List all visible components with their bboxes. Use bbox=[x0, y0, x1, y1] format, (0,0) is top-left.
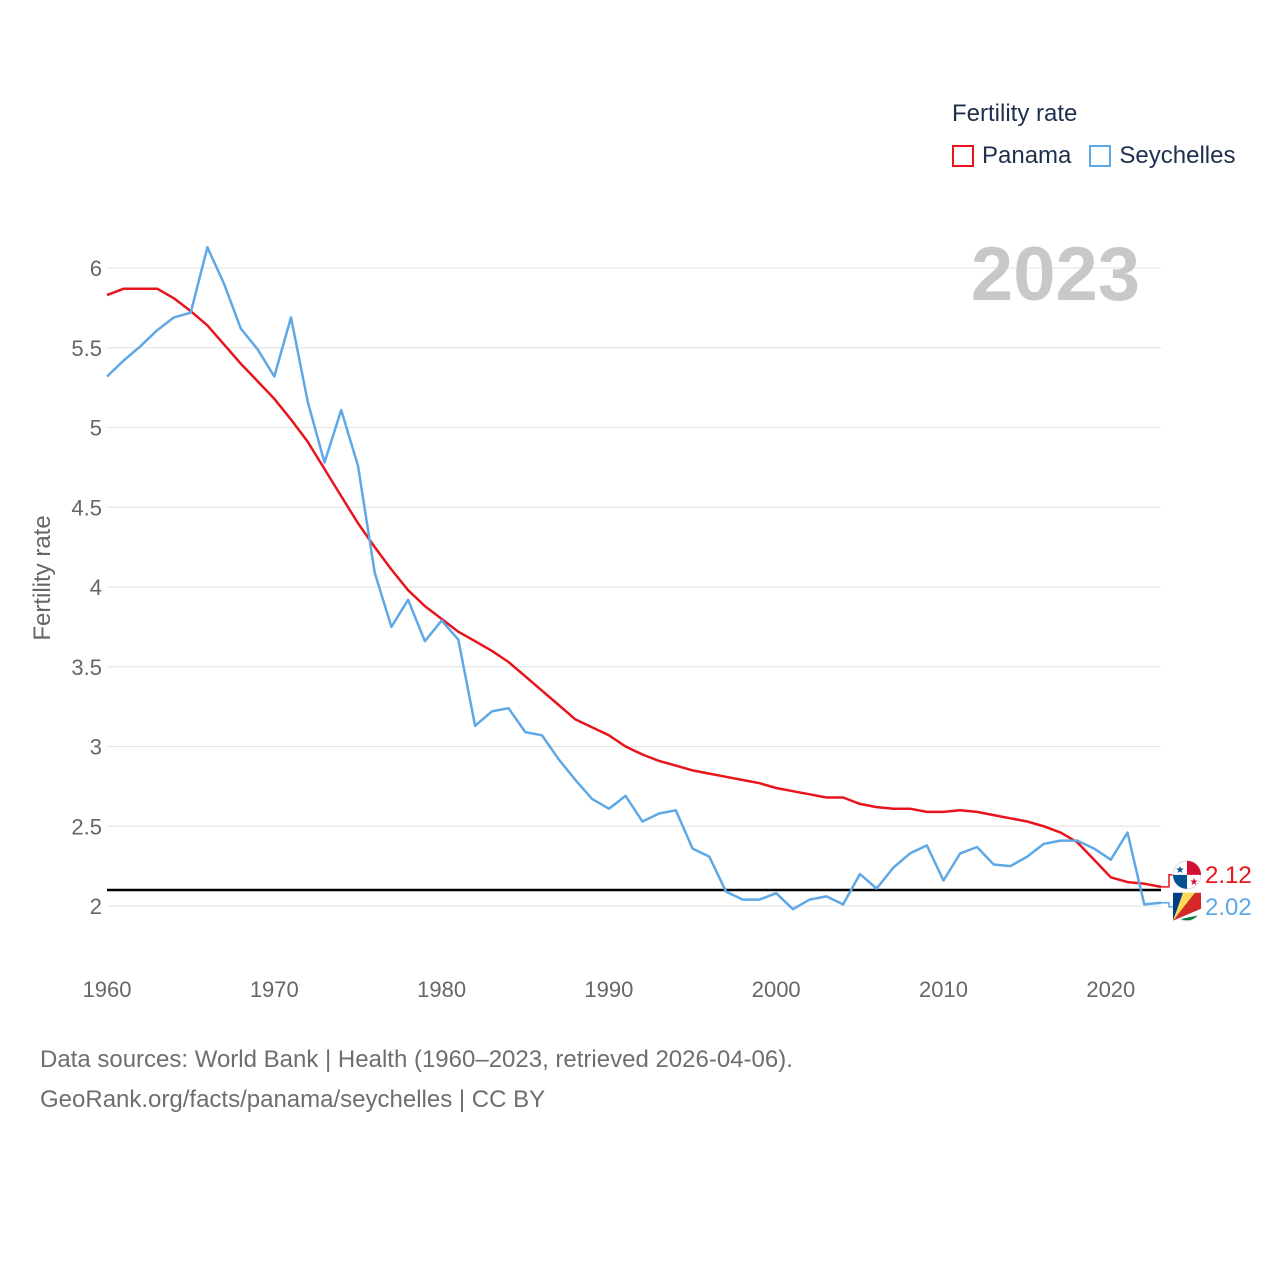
y-axis-title: Fertility rate bbox=[29, 515, 56, 640]
y-tick-label: 4.5 bbox=[71, 495, 102, 520]
legend-label-panama: Panama bbox=[982, 142, 1072, 169]
end-connector-seychelles bbox=[1161, 902, 1175, 908]
y-tick-label: 2.5 bbox=[71, 814, 102, 839]
legend-swatch-seychelles bbox=[1089, 145, 1112, 167]
y-tick-label: 5 bbox=[90, 416, 102, 441]
legend-swatch-panama bbox=[952, 145, 974, 167]
end-connector-panama bbox=[1161, 874, 1175, 888]
legend-item-seychelles[interactable]: Seychelles bbox=[1089, 142, 1235, 170]
svg-text:★: ★ bbox=[1190, 877, 1199, 888]
x-tick-label: 1980 bbox=[417, 977, 466, 1002]
y-tick-label: 2 bbox=[90, 894, 102, 919]
source-line-1: Data sources: World Bank | Health (1960–… bbox=[40, 1046, 793, 1073]
y-tick-label: 3 bbox=[90, 735, 102, 760]
y-tick-label: 6 bbox=[90, 256, 102, 281]
series-line-seychelles[interactable] bbox=[106, 246, 1162, 911]
x-tick-label: 2020 bbox=[1086, 977, 1135, 1002]
y-tick-label: 5.5 bbox=[71, 336, 102, 361]
x-tick-label: 2000 bbox=[752, 977, 801, 1002]
series-group bbox=[106, 246, 1175, 911]
x-axis: 1960 1970 1980 1990 2000 2010 2020 bbox=[83, 977, 1136, 1002]
legend-label-seychelles: Seychelles bbox=[1119, 142, 1236, 169]
x-tick-label: 1990 bbox=[584, 977, 633, 1002]
legend-item-panama[interactable]: Panama bbox=[952, 142, 1071, 170]
end-label-panama: 2.12 bbox=[1205, 862, 1252, 889]
x-tick-label: 1960 bbox=[83, 977, 132, 1002]
flag-panama-icon: ★ ★ bbox=[1172, 860, 1202, 890]
legend-title: Fertility rate bbox=[952, 100, 1078, 127]
end-label-seychelles: 2.02 bbox=[1205, 894, 1252, 921]
source-line-2[interactable]: GeoRank.org/facts/panama/seychelles | CC… bbox=[40, 1086, 546, 1113]
series-line-panama[interactable] bbox=[106, 287, 1162, 889]
grid bbox=[107, 267, 1161, 907]
x-tick-label: 2010 bbox=[919, 977, 968, 1002]
end-markers: ★ ★ bbox=[1172, 860, 1202, 922]
x-tick-label: 1970 bbox=[250, 977, 299, 1002]
y-tick-label: 4 bbox=[90, 575, 102, 600]
svg-text:★: ★ bbox=[1176, 865, 1185, 876]
flag-seychelles-icon bbox=[1172, 892, 1202, 922]
y-axis: 2 2.5 3 3.5 4 4.5 5 5.5 6 bbox=[71, 256, 102, 919]
legend: Panama Seychelles bbox=[952, 142, 1253, 170]
y-tick-label: 3.5 bbox=[71, 655, 102, 680]
line-chart: 2 2.5 3 3.5 4 4.5 5 5.5 6 1960 1970 1980 1990 2000 20… bbox=[29, 232, 1252, 1002]
year-label: 2023 bbox=[971, 232, 1140, 317]
